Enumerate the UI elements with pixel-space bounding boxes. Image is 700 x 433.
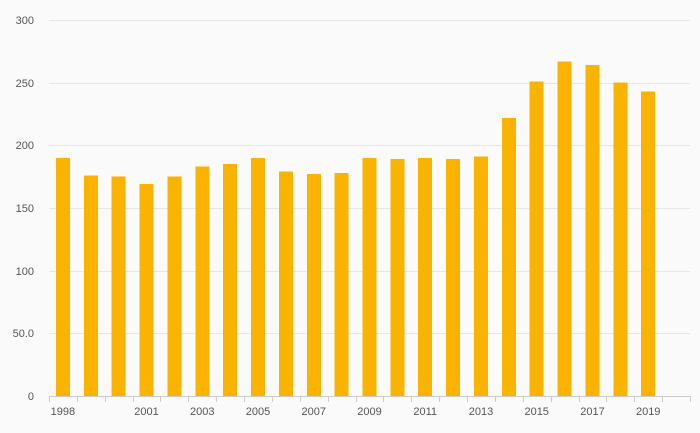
x-tick-label: 2013 <box>469 406 493 418</box>
x-tick-label: 2017 <box>580 406 604 418</box>
bars <box>55 61 656 397</box>
bar-1998 <box>55 157 70 396</box>
bar-2010 <box>390 159 405 396</box>
y-tick-label: 150 <box>16 203 34 215</box>
bar-2017 <box>585 65 600 396</box>
bar-2015 <box>529 81 544 397</box>
bar-2012 <box>446 159 461 396</box>
x-tick-label: 2019 <box>636 406 660 418</box>
y-tick-label: 100 <box>16 266 34 278</box>
bar-2008 <box>334 172 349 396</box>
x-tick-label: 2003 <box>190 406 214 418</box>
bar-1999 <box>83 175 98 396</box>
y-tick-label: 300 <box>16 15 34 27</box>
bar-2013 <box>474 156 488 396</box>
x-tick-label: 2005 <box>246 406 270 418</box>
bar-2006 <box>278 171 293 396</box>
y-tick-label: 250 <box>16 78 34 90</box>
bar-2019 <box>641 91 656 397</box>
bar-2000 <box>111 176 126 396</box>
bar-2004 <box>223 164 238 396</box>
bar-2011 <box>418 157 433 396</box>
bar-2007 <box>306 174 321 396</box>
x-tick-label: 2001 <box>134 406 158 418</box>
bar-2014 <box>501 117 516 397</box>
x-tick-label: 1998 <box>51 406 75 418</box>
y-tick-label: 0 <box>28 391 34 403</box>
x-tick-label: 2011 <box>413 406 437 418</box>
x-tick-label: 2009 <box>357 406 381 418</box>
bar-2001 <box>139 184 154 396</box>
bar-2005 <box>251 157 265 396</box>
axes <box>49 396 691 402</box>
bar-2009 <box>362 157 377 396</box>
x-tick-label: 2015 <box>524 406 548 418</box>
bar-2016 <box>557 61 572 397</box>
y-tick-label: 50.0 <box>13 328 34 340</box>
y-tick-label: 200 <box>16 140 34 152</box>
tick-labels: 0 50.0 100 150 200 250 300 1998 2001 2003 2005 2007… <box>13 15 661 418</box>
x-tick-label: 2007 <box>302 406 326 418</box>
bar-2003 <box>195 166 210 396</box>
bar-2002 <box>167 176 182 396</box>
bar-2018 <box>613 82 628 396</box>
